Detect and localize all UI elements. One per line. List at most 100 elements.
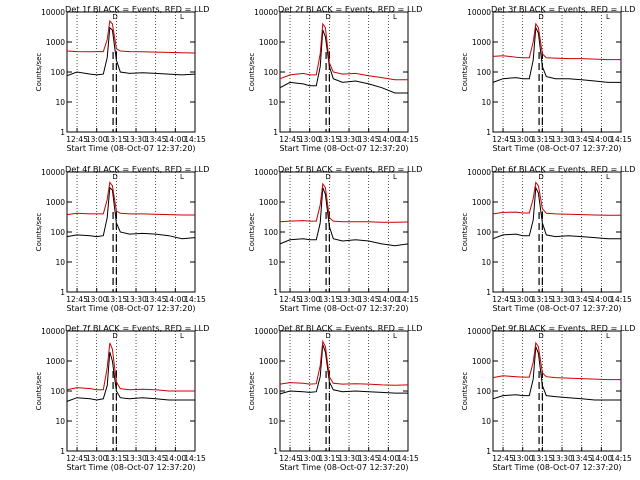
y-tick-label: 100 bbox=[264, 228, 279, 237]
events-series-line bbox=[279, 29, 408, 94]
x-tick-label: 13:15 bbox=[532, 135, 554, 144]
y-tick-label: 10000 bbox=[254, 327, 278, 336]
x-axis-label: Start Time (08-Oct-07 12:37:20) bbox=[492, 144, 621, 153]
y-tick-label: 1000 bbox=[259, 198, 278, 207]
x-tick-label: 13:30 bbox=[125, 454, 147, 463]
x-tick-label: 14:15 bbox=[184, 454, 206, 463]
x-tick-label: 13:30 bbox=[338, 135, 360, 144]
x-tick-label: 12:45 bbox=[279, 135, 301, 144]
x-tick-label: 13:45 bbox=[358, 454, 380, 463]
y-tick-label: 1000 bbox=[472, 198, 491, 207]
y-tick-label: 10000 bbox=[41, 168, 65, 177]
x-tick-label: 12:45 bbox=[279, 295, 301, 304]
marker-label: L bbox=[393, 173, 397, 181]
x-tick-label: 14:00 bbox=[378, 135, 400, 144]
x-tick-label: 14:00 bbox=[591, 454, 613, 463]
panel-title: Det 4f BLACK = Events, RED = LLD bbox=[65, 164, 209, 174]
y-tick-label: 10000 bbox=[254, 8, 278, 17]
y-tick-label: 1 bbox=[486, 447, 491, 456]
x-axis-label: Start Time (08-Oct-07 12:37:20) bbox=[492, 304, 621, 313]
y-tick-label: 100 bbox=[264, 68, 279, 77]
panel-title: Det 2f BLACK = Events, RED = LLD bbox=[278, 4, 422, 14]
x-tick-label: 13:30 bbox=[551, 454, 573, 463]
y-axis-label: Counts/sec bbox=[248, 213, 256, 252]
y-tick-label: 10000 bbox=[467, 327, 491, 336]
x-tick-label: 12:45 bbox=[492, 295, 514, 304]
y-tick-label: 1000 bbox=[259, 38, 278, 47]
x-tick-label: 13:45 bbox=[145, 295, 167, 304]
y-tick-label: 10 bbox=[481, 417, 491, 426]
x-tick-label: 13:15 bbox=[319, 454, 341, 463]
events-series-line bbox=[492, 346, 621, 401]
y-tick-label: 1 bbox=[60, 447, 65, 456]
y-tick-label: 1000 bbox=[472, 357, 491, 366]
x-tick-label: 13:00 bbox=[299, 454, 321, 463]
x-tick-label: 13:15 bbox=[532, 295, 554, 304]
x-tick-label: 13:00 bbox=[86, 454, 108, 463]
marker-label: L bbox=[393, 13, 397, 21]
x-tick-label: 13:15 bbox=[532, 454, 554, 463]
y-tick-label: 10 bbox=[55, 258, 65, 267]
x-tick-label: 13:00 bbox=[512, 135, 534, 144]
x-tick-label: 13:00 bbox=[512, 295, 534, 304]
y-tick-label: 1 bbox=[486, 288, 491, 297]
marker-label: D bbox=[325, 13, 330, 21]
marker-label: D bbox=[112, 332, 117, 340]
x-tick-label: 13:45 bbox=[358, 135, 380, 144]
lld-series-line bbox=[66, 342, 195, 392]
x-tick-label: 14:15 bbox=[610, 135, 632, 144]
marker-label: L bbox=[606, 13, 610, 21]
marker-label: D bbox=[325, 173, 330, 181]
y-axis-label: Counts/sec bbox=[35, 372, 43, 411]
plot-frame bbox=[279, 171, 409, 293]
x-tick-label: 13:45 bbox=[571, 454, 593, 463]
y-tick-label: 10000 bbox=[467, 8, 491, 17]
y-axis-label: Counts/sec bbox=[35, 213, 43, 252]
y-tick-label: 10 bbox=[268, 258, 278, 267]
y-tick-label: 1000 bbox=[259, 357, 278, 366]
y-tick-label: 100 bbox=[51, 68, 66, 77]
lld-series-line bbox=[492, 181, 621, 216]
marker-label: D bbox=[112, 13, 117, 21]
y-tick-label: 10000 bbox=[467, 168, 491, 177]
x-tick-label: 13:30 bbox=[125, 295, 147, 304]
x-tick-label: 13:45 bbox=[571, 295, 593, 304]
x-tick-label: 14:00 bbox=[591, 295, 613, 304]
x-tick-label: 12:45 bbox=[492, 454, 514, 463]
y-tick-label: 100 bbox=[477, 387, 492, 396]
y-axis-label: Counts/sec bbox=[461, 213, 469, 252]
x-axis-label: Start Time (08-Oct-07 12:37:20) bbox=[66, 304, 195, 313]
lld-series-line bbox=[279, 22, 408, 81]
x-tick-label: 14:00 bbox=[165, 135, 187, 144]
x-tick-label: 12:45 bbox=[66, 295, 88, 304]
x-tick-label: 13:00 bbox=[86, 295, 108, 304]
panel-title: Det 1f BLACK = Events, RED = LLD bbox=[65, 4, 209, 14]
y-axis-label: Counts/sec bbox=[35, 53, 43, 92]
marker-label: D bbox=[112, 173, 117, 181]
x-axis-label: Start Time (08-Oct-07 12:37:20) bbox=[492, 463, 621, 472]
x-tick-label: 13:30 bbox=[338, 295, 360, 304]
x-tick-label: 13:45 bbox=[571, 135, 593, 144]
x-tick-label: 14:15 bbox=[397, 135, 419, 144]
y-tick-label: 100 bbox=[477, 228, 492, 237]
marker-label: L bbox=[180, 332, 184, 340]
y-tick-label: 10 bbox=[55, 417, 65, 426]
x-tick-label: 13:00 bbox=[512, 454, 534, 463]
x-tick-label: 14:00 bbox=[378, 295, 400, 304]
y-tick-label: 100 bbox=[51, 387, 66, 396]
x-tick-label: 14:15 bbox=[397, 295, 419, 304]
x-axis-label: Start Time (08-Oct-07 12:37:20) bbox=[66, 144, 195, 153]
events-series-line bbox=[492, 25, 621, 83]
x-tick-label: 13:00 bbox=[299, 295, 321, 304]
x-tick-label: 13:45 bbox=[145, 135, 167, 144]
y-axis-label: Counts/sec bbox=[248, 53, 256, 92]
marker-label: L bbox=[606, 173, 610, 181]
x-tick-label: 14:15 bbox=[610, 454, 632, 463]
x-tick-label: 13:45 bbox=[145, 454, 167, 463]
x-tick-label: 13:30 bbox=[338, 454, 360, 463]
